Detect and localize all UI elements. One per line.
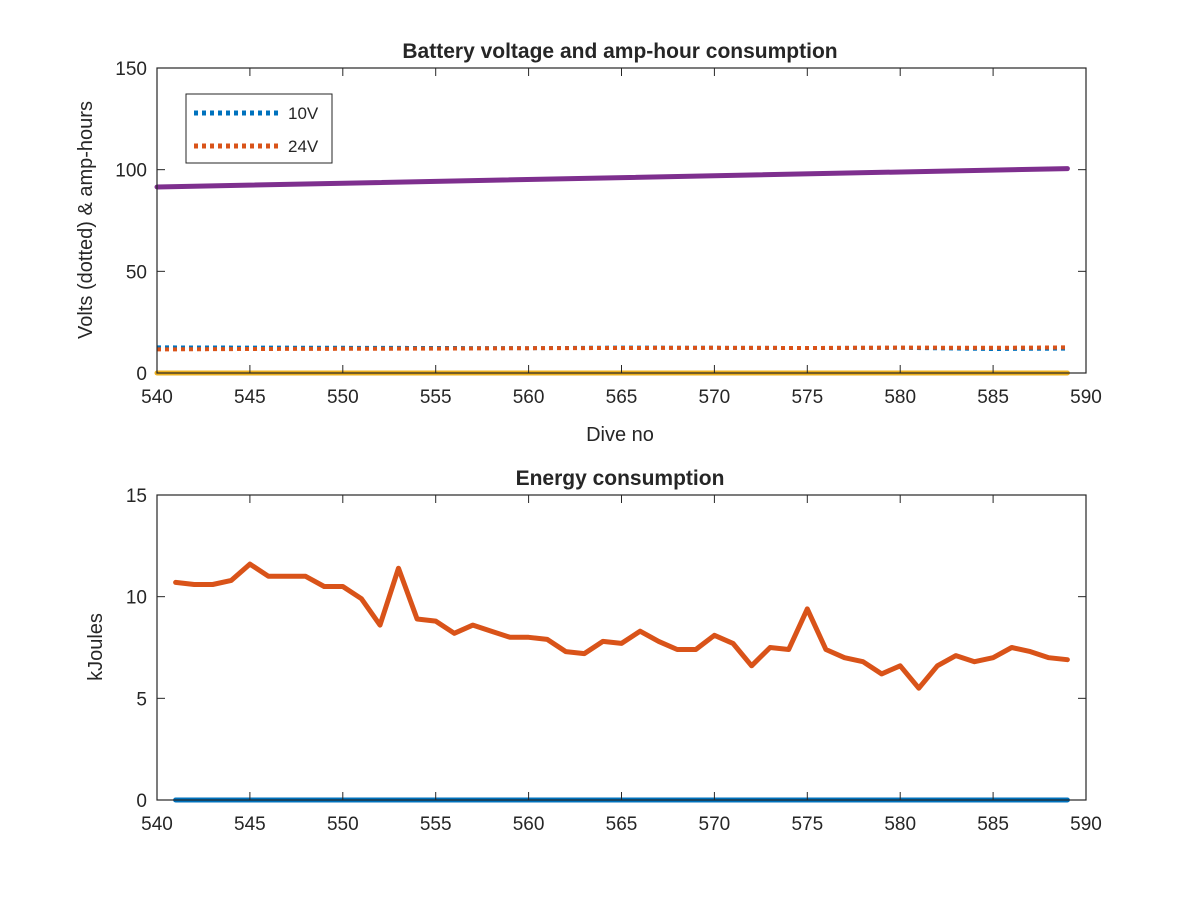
legend-box	[185, 93, 333, 164]
series-line-1-1	[173, 561, 1070, 691]
x-axis: 540 545 550 555 560 565 570 575 580 585 590	[141, 495, 1102, 835]
legend-label-24v: 24V	[288, 137, 319, 156]
y-tick-label: 0	[136, 791, 147, 812]
x-tick-label: 570	[699, 814, 731, 835]
y-tick-label: 150	[115, 59, 147, 80]
series-line-0-2	[154, 166, 1070, 190]
x-tick-label: 540	[141, 387, 173, 408]
x-tick-label: 575	[791, 387, 823, 408]
x-tick-label: 560	[513, 814, 545, 835]
x-tick-label: 585	[977, 814, 1009, 835]
x-axis-label: Dive no	[586, 424, 654, 446]
y-tick-label: 100	[115, 161, 147, 182]
x-tick-label: 585	[977, 387, 1009, 408]
x-tick-label: 550	[327, 814, 359, 835]
plot-area	[154, 166, 1070, 376]
chart-title: Battery voltage and amp-hour consumption	[402, 40, 837, 63]
y-tick-label: 15	[126, 486, 147, 507]
x-tick-label: 555	[420, 387, 452, 408]
battery-chart: Battery voltage and amp-hour consumption…	[75, 40, 1102, 446]
x-tick-label: 560	[513, 387, 545, 408]
x-tick-label: 545	[234, 814, 266, 835]
x-tick-label: 565	[606, 387, 638, 408]
x-tick-label: 580	[884, 814, 916, 835]
x-tick-label: 590	[1070, 387, 1102, 408]
legend-label-10v: 10V	[288, 104, 319, 123]
x-tick-label: 565	[606, 814, 638, 835]
y-axis: 0 5 10 15	[126, 486, 1086, 812]
chart-title: Energy consumption	[516, 467, 725, 490]
series-line-24v	[156, 345, 1068, 352]
x-tick-label: 580	[884, 387, 916, 408]
x-tick-label: 570	[699, 387, 731, 408]
x-tick-label: 575	[791, 814, 823, 835]
energy-chart: Energy consumption 540 545 550 555 560 565 570…	[85, 467, 1102, 835]
y-axis-label: kJoules	[85, 613, 107, 681]
x-tick-label: 590	[1070, 814, 1102, 835]
x-tick-label: 540	[141, 814, 173, 835]
x-tick-label: 550	[327, 387, 359, 408]
legend: 10V 24V	[185, 93, 333, 164]
x-tick-label: 545	[234, 387, 266, 408]
y-tick-label: 50	[126, 262, 147, 283]
x-tick-label: 555	[420, 814, 452, 835]
y-axis: 0 50 100 150	[115, 59, 1086, 385]
plot-area	[173, 561, 1070, 803]
y-tick-label: 5	[136, 689, 147, 710]
y-tick-label: 10	[126, 588, 147, 609]
y-axis-label: Volts (dotted) & amp-hours	[75, 101, 97, 339]
axes-box	[156, 494, 1087, 801]
x-axis: 540 545 550 555 560 565 570 575 580 585 590	[141, 68, 1102, 408]
y-tick-label: 0	[136, 364, 147, 385]
